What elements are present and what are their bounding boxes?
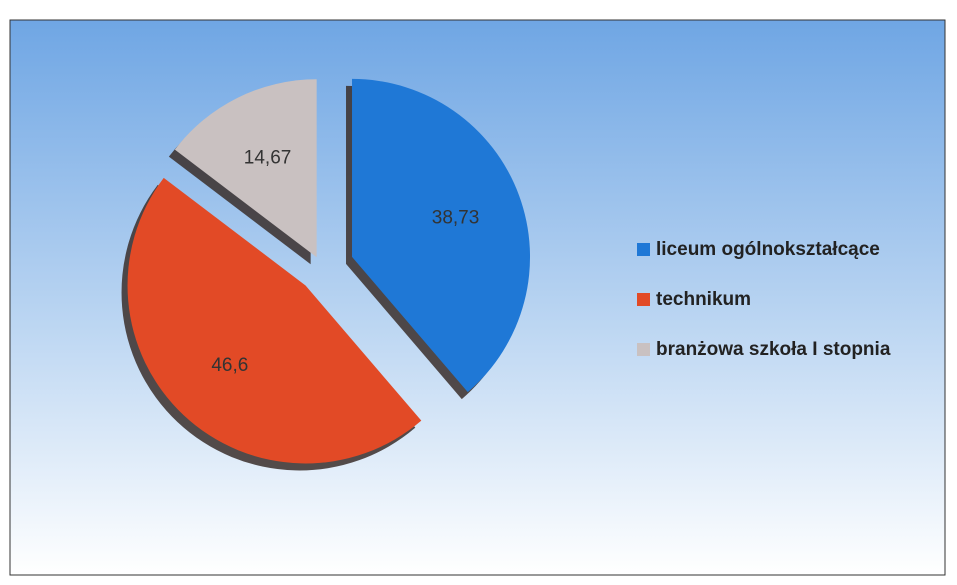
data-label: 14,67 [244, 147, 292, 168]
data-label: 38,73 [432, 208, 480, 229]
data-label: 46,6 [211, 355, 248, 376]
slice [352, 78, 531, 393]
legend-swatch [637, 293, 650, 306]
slice [127, 177, 422, 464]
legend-swatch [637, 343, 650, 356]
legend-swatch [637, 243, 650, 256]
slice [174, 79, 317, 258]
legend-label: technikum [656, 289, 751, 310]
legend-label: branżowa szkoła I stopnia [656, 339, 891, 360]
legend-label: liceum ogólnokształcące [656, 239, 880, 260]
